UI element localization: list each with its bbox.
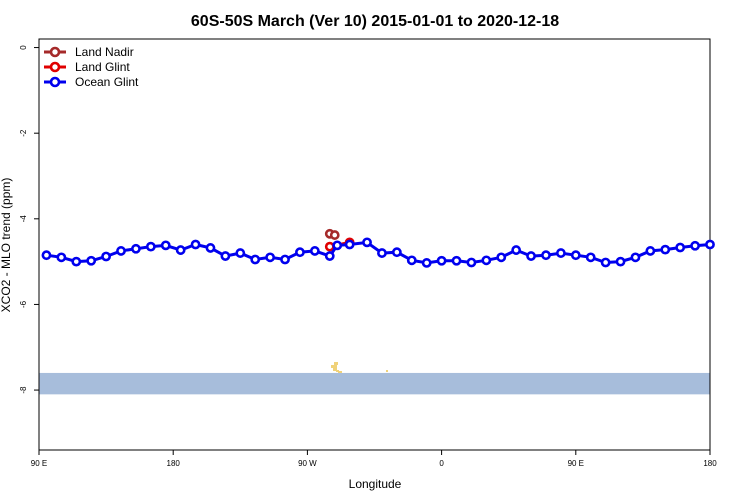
- y-axis: 0 -2 -4 -6 -8: [19, 45, 39, 394]
- land-marks: [331, 362, 388, 373]
- data-point: [436, 255, 447, 266]
- data-point: [421, 258, 432, 268]
- x-axis-label: Longitude: [349, 477, 402, 491]
- data-point: [570, 250, 581, 261]
- legend-swatch-marker: [49, 76, 61, 88]
- data-point: [481, 255, 492, 266]
- data-point: [265, 252, 276, 263]
- data-point: [466, 257, 477, 268]
- y-tick-label: -2: [19, 129, 28, 137]
- data-point: [324, 241, 335, 252]
- x-tick-label: 90 W: [298, 459, 317, 468]
- data-point: [645, 246, 656, 256]
- reference-band: [39, 372, 710, 395]
- data-point: [116, 246, 126, 256]
- data-point: [585, 252, 596, 263]
- data-point: [344, 239, 355, 250]
- data-point: [190, 239, 201, 250]
- x-tick-label: 90 E: [568, 459, 584, 468]
- chart-title: 60S-50S March (Ver 10) 2015-01-01 to 202…: [191, 13, 559, 30]
- data-point: [41, 250, 52, 261]
- data-point: [555, 248, 566, 258]
- x-tick-label: 0: [439, 459, 444, 468]
- data-point: [324, 251, 335, 261]
- series-line: [46, 240, 711, 265]
- land-mark: [331, 365, 337, 368]
- data-point: [332, 240, 343, 251]
- data-point: [86, 255, 97, 266]
- data-point: [145, 241, 156, 252]
- y-tick-label: -6: [19, 300, 28, 308]
- data-point: [496, 252, 507, 263]
- data-point: [406, 255, 417, 266]
- data-point: [250, 254, 261, 265]
- legend-swatch-marker: [49, 46, 61, 58]
- data-point: [391, 247, 402, 258]
- y-tick-label: -8: [19, 386, 28, 394]
- legend-label: Land Glint: [75, 60, 130, 74]
- land-mark: [338, 371, 342, 373]
- land-mark: [386, 370, 388, 372]
- data-point: [660, 244, 671, 255]
- data-point: [160, 240, 171, 251]
- data-point: [56, 252, 67, 263]
- y-tick-label: 0: [19, 45, 28, 50]
- data-point: [235, 248, 246, 258]
- data-point: [451, 255, 462, 266]
- data-point: [131, 243, 141, 254]
- x-tick-label: 90 E: [31, 459, 47, 468]
- data-point: [541, 250, 551, 261]
- data-point: [71, 256, 82, 267]
- data-point: [377, 248, 387, 258]
- data-point: [675, 242, 686, 253]
- data-point: [205, 243, 216, 253]
- data-point: [511, 245, 522, 255]
- legend-label: Ocean Glint: [75, 75, 139, 89]
- data-point: [280, 254, 290, 265]
- data-point: [690, 240, 700, 251]
- legend-swatch-marker: [49, 61, 61, 73]
- land-mark: [334, 362, 338, 365]
- data-point: [220, 251, 231, 261]
- data-point: [101, 251, 111, 262]
- y-axis-label: XCO2 - MLO trend (ppm): [0, 178, 13, 313]
- x-tick-label: 180: [703, 459, 717, 468]
- land-mark: [336, 370, 339, 372]
- data-point: [295, 247, 305, 258]
- data-point: [526, 251, 536, 261]
- data-point: [329, 230, 340, 240]
- land-mark: [333, 368, 337, 371]
- data-point: [600, 257, 611, 268]
- data-point: [630, 252, 641, 263]
- series-layer: [41, 228, 715, 268]
- data-point: [615, 256, 626, 267]
- data-point: [309, 246, 320, 256]
- data-point: [362, 237, 372, 248]
- data-point: [705, 239, 715, 250]
- x-tick-label: 180: [167, 459, 181, 468]
- y-tick-label: -4: [19, 215, 28, 223]
- x-axis: 90 E 180 90 W 0 90 E 180: [31, 450, 717, 468]
- data-point: [175, 245, 186, 255]
- legend-label: Land Nadir: [75, 45, 134, 59]
